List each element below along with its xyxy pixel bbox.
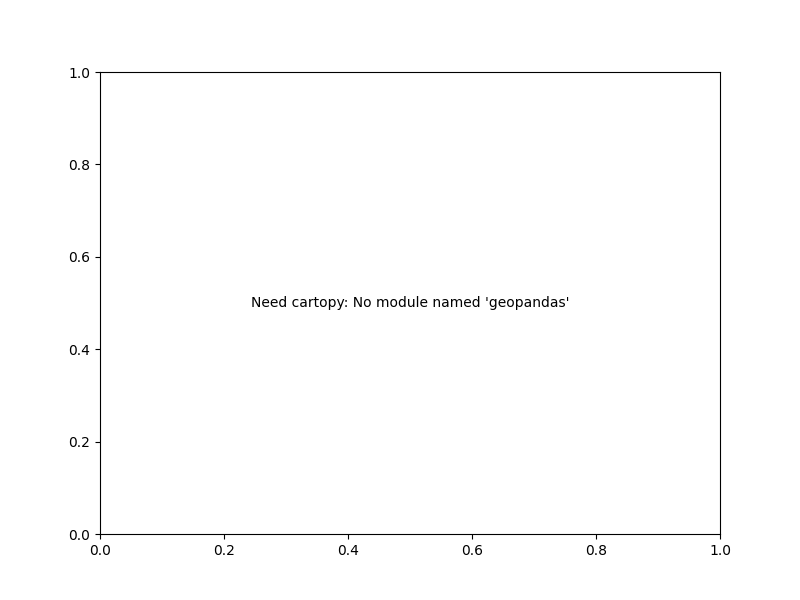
Text: Need cartopy: No module named 'geopandas': Need cartopy: No module named 'geopandas… [250, 296, 570, 310]
